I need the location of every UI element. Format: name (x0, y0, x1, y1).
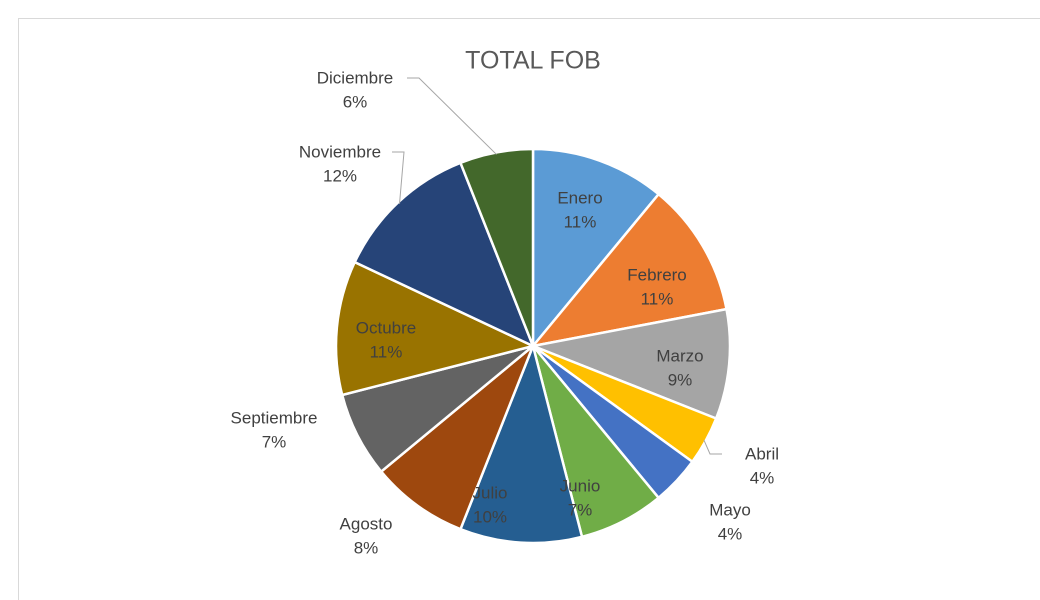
data-label-value: 11% (564, 212, 597, 231)
pie-slice (531, 147, 661, 350)
pie-slice (458, 341, 584, 545)
data-label-name: Junio (560, 476, 601, 495)
data-label-name: Noviembre (299, 142, 381, 161)
data-label-name: Septiembre (231, 408, 318, 427)
pie-slice (458, 147, 535, 347)
data-label-value: 11% (641, 289, 674, 308)
pie-slice (379, 345, 535, 531)
data-label-name: Octubre (356, 318, 416, 337)
data-label-value: 4% (750, 468, 775, 487)
data-label-value: 4% (718, 524, 743, 543)
data-label-value: 6% (343, 92, 368, 111)
data-label-name: Marzo (656, 346, 703, 365)
leader-line (407, 77, 497, 155)
data-label-name: Mayo (709, 500, 751, 519)
pie-slice (334, 260, 537, 397)
data-label-value: 8% (354, 538, 379, 557)
data-label-value: 10% (473, 507, 507, 526)
leader-line (703, 439, 722, 455)
chart-title: TOTAL FOB (465, 47, 601, 75)
pie-slice (528, 307, 732, 421)
data-label-value: 11% (370, 342, 403, 361)
data-label-name: Julio (473, 483, 508, 502)
leader-line (392, 151, 405, 204)
data-label-name: Enero (557, 188, 602, 207)
data-label-value: 9% (668, 370, 693, 389)
pie-slice (529, 192, 728, 348)
data-label-value: 7% (568, 500, 593, 519)
data-label-name: Diciembre (317, 68, 394, 87)
data-label-value: 7% (262, 432, 287, 451)
pie-slice (353, 161, 536, 349)
data-label-name: Febrero (627, 265, 687, 284)
data-label-value: 12% (323, 166, 357, 185)
data-label-name: Abril (745, 444, 779, 463)
data-label-name: Agosto (340, 514, 393, 533)
